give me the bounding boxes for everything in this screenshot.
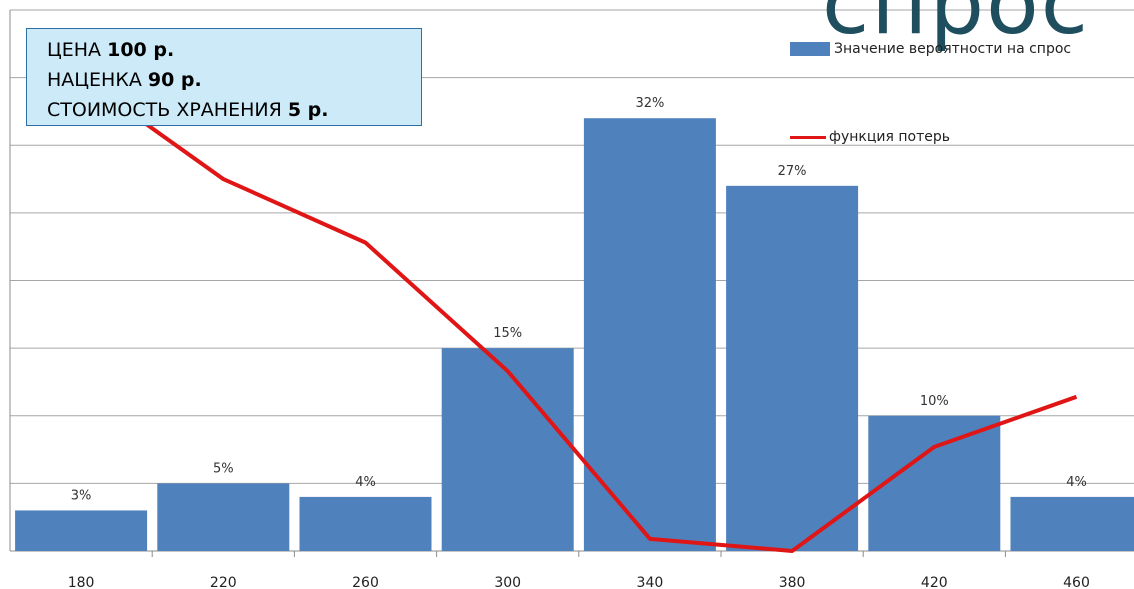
x-tick-label: 180: [68, 575, 95, 589]
bar-data-label: 10%: [920, 394, 949, 409]
markup-value: 90 р.: [147, 69, 202, 91]
loss-line-series: [79, 75, 1078, 553]
bar: [299, 496, 432, 551]
price-line: ЦЕНА 100 р.: [47, 35, 421, 65]
storage-value: 5 р.: [287, 99, 329, 121]
legend-bar-swatch: [790, 42, 830, 56]
legend-line-label: функция потерь: [829, 129, 950, 145]
bar-data-label: 3%: [71, 488, 92, 503]
bar-series: [15, 118, 1134, 551]
x-tick-label: 460: [1063, 575, 1090, 589]
legend-line-swatch: [790, 136, 826, 139]
bar: [583, 118, 716, 551]
x-tick-label: 260: [352, 575, 379, 589]
bar-data-label: 27%: [778, 164, 807, 179]
price-value: 100 р.: [107, 39, 175, 61]
bar-data-label: 5%: [213, 461, 234, 476]
x-tick-label: 420: [921, 575, 948, 589]
x-tick-label: 220: [210, 575, 237, 589]
legend-bar-label: Значение вероятности на спрос: [834, 41, 1072, 57]
storage-label: СТОИМОСТЬ ХРАНЕНИЯ: [47, 99, 288, 121]
bar-labels: 3% 5% 4% 15% 32% 27% 10% 4%: [71, 96, 1087, 503]
storage-line: СТОИМОСТЬ ХРАНЕНИЯ 5 р.: [47, 95, 421, 125]
bar-data-label: 4%: [355, 475, 376, 490]
markup-line: НАЦЕНКА 90 р.: [47, 65, 421, 95]
price-label: ЦЕНА: [47, 39, 108, 61]
markup-label: НАЦЕНКА: [47, 69, 148, 91]
parameters-box: ЦЕНА 100 р. НАЦЕНКА 90 р. СТОИМОСТЬ ХРАН…: [26, 28, 422, 126]
loss-function-line: [79, 75, 1078, 553]
bar: [868, 415, 1001, 551]
bar: [441, 348, 574, 551]
slide-title-fragment: спрос: [822, 0, 1090, 54]
x-tick-label: 380: [779, 575, 806, 589]
bar: [1010, 496, 1134, 551]
bar-data-label: 32%: [635, 96, 664, 111]
bar: [15, 510, 148, 551]
x-tick-label: 300: [494, 575, 521, 589]
bar: [157, 483, 290, 551]
bar: [726, 185, 859, 551]
x-axis: 180 220 260 300 340 380 420 460: [68, 551, 1090, 589]
bar-data-label: 15%: [493, 326, 522, 341]
x-tick-label: 340: [637, 575, 664, 589]
bar-data-label: 4%: [1066, 475, 1087, 490]
